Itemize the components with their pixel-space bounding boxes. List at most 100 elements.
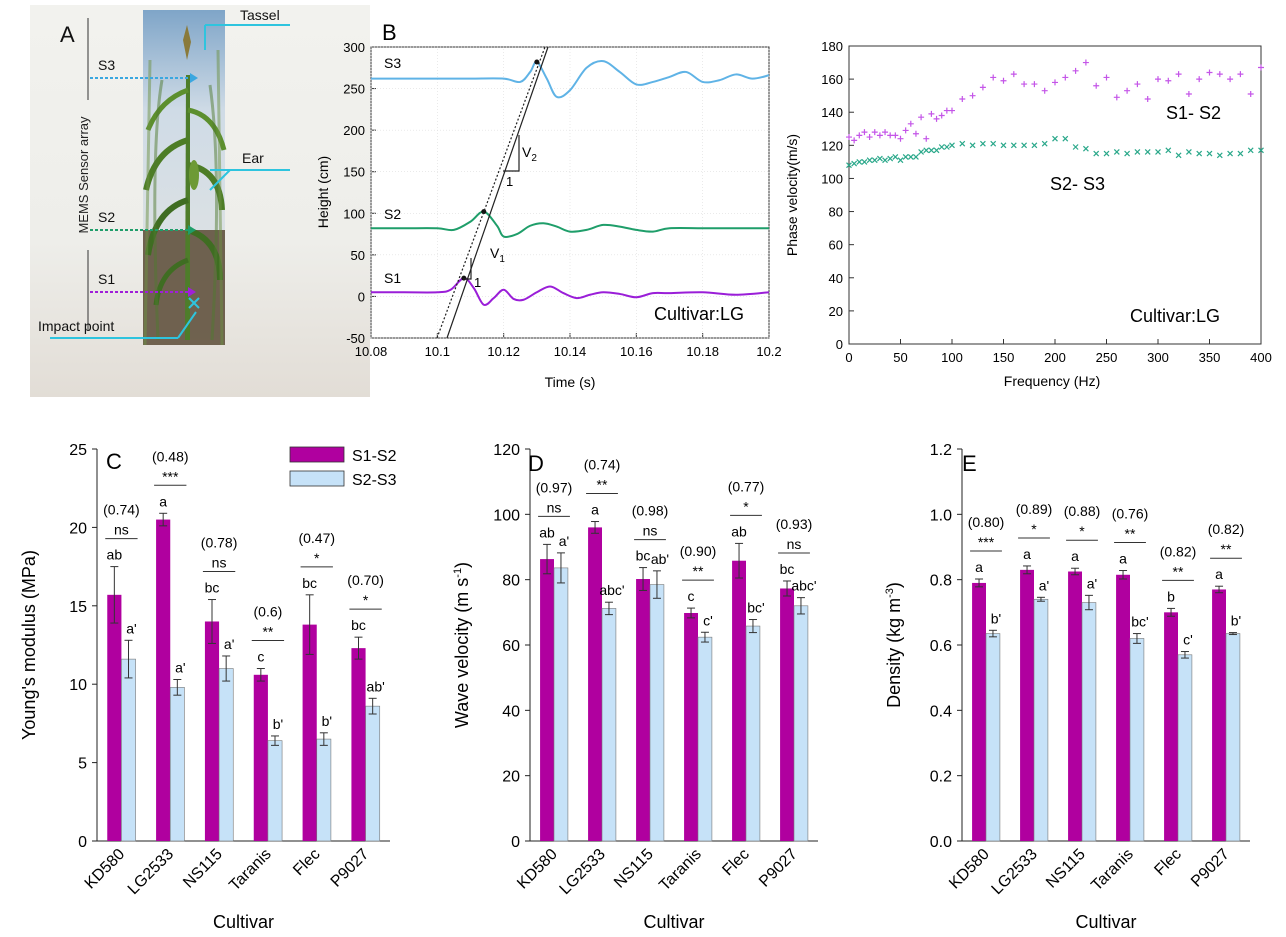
letter-s2s3: b' <box>991 610 1001 626</box>
ytick-label: 0.0 <box>930 834 952 851</box>
phase-point-s2s3 <box>959 140 966 147</box>
letter-s1s2: bc <box>302 575 317 591</box>
phase-series-label-s2s3: S2- S3 <box>1050 174 1105 194</box>
phase-point-s2s3 <box>1124 150 1131 157</box>
ytick-label: 5 <box>78 756 87 773</box>
ratio-label: (0.74) <box>103 502 140 518</box>
phase-point-s2s3 <box>913 153 919 160</box>
significance-label: * <box>314 550 320 566</box>
phase-xtick-label: 250 <box>1096 350 1118 365</box>
arrival-peak-marker <box>534 59 540 65</box>
bar-s1s2 <box>107 594 122 841</box>
letter-s2s3: b' <box>1231 613 1241 629</box>
panel-e: 0.0 0.2 0.4 0.6 0.8 1.0 1.2 E Density (kg m-3) Cu… <box>884 442 1250 932</box>
waveform-traces <box>370 59 770 307</box>
letter-s1s2: b <box>1167 588 1175 604</box>
phase-point-s2s3 <box>1175 152 1182 159</box>
phase-point-s1s2 <box>1237 71 1244 78</box>
xlabel: Cultivar <box>1075 912 1136 932</box>
phase-point-s2s3 <box>1185 149 1192 155</box>
letter-s1s2: ab <box>107 547 123 563</box>
phase-point-s2s3 <box>979 140 986 147</box>
category-label: P9027 <box>328 846 373 891</box>
phase-point-s1s2 <box>1031 81 1038 88</box>
bar-s2s3 <box>1225 633 1241 842</box>
letter-s1s2: a <box>1023 546 1031 562</box>
phase-point-s2s3 <box>933 147 940 154</box>
ratio-label: (0.97) <box>536 479 573 495</box>
phase-point-s1s2 <box>912 130 919 137</box>
bar-s1s2 <box>636 579 650 841</box>
phase-point-s1s2 <box>846 134 852 141</box>
phase-ytick-label: 140 <box>821 105 843 120</box>
category-label: KD580 <box>946 846 993 893</box>
phase-point-s1s2 <box>1062 74 1069 81</box>
phase-point-s1s2 <box>1041 87 1048 94</box>
phase-point-s2s3 <box>1165 147 1172 154</box>
phase-point-s1s2 <box>918 114 925 121</box>
ratio-label: (0.70) <box>347 572 384 588</box>
legend-label-s1s2: S1-S2 <box>352 448 397 465</box>
significance-label: ** <box>693 563 704 579</box>
phase-point-s1s2 <box>959 95 966 102</box>
bar-s2s3 <box>267 740 283 842</box>
waveform-xtick-label: 10.14 <box>554 344 587 359</box>
v1-slope-triangle <box>463 258 472 280</box>
bar-s1s2 <box>302 624 317 841</box>
fit-line-solid <box>446 46 549 339</box>
xlabel: Cultivar <box>213 912 274 932</box>
bar-s1s2 <box>588 527 602 841</box>
phase-point-s2s3 <box>851 160 858 167</box>
bar-s2s3 <box>553 567 569 842</box>
phase-xtick-label: 0 <box>845 350 852 365</box>
letter-s2s3: b' <box>322 713 332 729</box>
bar-s2s3 <box>1177 654 1193 842</box>
phase-point-s1s2 <box>1021 81 1028 88</box>
bar-s2s3 <box>649 584 665 842</box>
phase-point-s1s2 <box>1144 95 1151 102</box>
arrival-peak-marker <box>461 275 467 281</box>
phase-point-s2s3 <box>1258 147 1264 154</box>
phase-point-s1s2 <box>1000 77 1007 84</box>
phase-point-s2s3 <box>1000 142 1007 149</box>
waveform-ytick-label: 300 <box>343 40 365 55</box>
ytick-label: 0.8 <box>930 573 952 590</box>
phase-point-s2s3 <box>923 147 930 154</box>
bar-s2s3 <box>697 636 713 842</box>
bar-s1s2 <box>156 519 171 841</box>
panel-d: 0 20 40 60 80 100 120 D Wave velocity (m s-1) Cul… <box>452 442 818 932</box>
bar-s2s3 <box>169 687 185 842</box>
significance-label: ** <box>1173 563 1184 579</box>
ylabel: Wave velocity (m s-1) <box>452 562 472 728</box>
letter-s2s3: c' <box>703 612 713 628</box>
phase-points <box>846 59 1264 169</box>
phase-ytick-label: 40 <box>829 271 843 286</box>
phase-point-s2s3 <box>1010 142 1017 149</box>
panel-a-letter: A <box>60 22 75 47</box>
panel-b-waveform: B Height (cm) Time (s) 10.08 10.1 10.12 10.… <box>315 20 782 390</box>
waveform-xtick-label: 10.12 <box>487 344 520 359</box>
phase-point-s2s3 <box>938 144 945 150</box>
letter-s2s3: a' <box>1039 577 1049 593</box>
ratio-label: (0.88) <box>1064 503 1101 519</box>
ratio-label: (0.76) <box>1112 506 1149 522</box>
category-label: NS115 <box>180 846 226 892</box>
bar-s2s3 <box>793 605 809 842</box>
phase-point-s1s2 <box>1206 69 1213 76</box>
phase-point-s1s2 <box>871 129 878 136</box>
letter-s2s3: a' <box>175 659 185 675</box>
phase-point-s2s3 <box>969 142 976 149</box>
phase-point-s2s3 <box>1093 150 1100 157</box>
significance-label: ** <box>1221 541 1232 557</box>
phase-point-s2s3 <box>871 157 878 164</box>
letter-s2s3: b' <box>273 716 283 732</box>
waveform-ytick-label: 200 <box>343 123 365 138</box>
phase-xtick-label: 350 <box>1199 350 1221 365</box>
v1-run-label: 1 <box>474 275 481 290</box>
legend-swatch-s1s2 <box>289 446 345 463</box>
category-label: P9027 <box>756 846 801 891</box>
phase-point-s2s3 <box>1113 149 1120 155</box>
phase-ytick-label: 160 <box>821 72 843 87</box>
letter-s2s3: bc' <box>1131 614 1148 630</box>
phase-point-s2s3 <box>876 155 883 162</box>
